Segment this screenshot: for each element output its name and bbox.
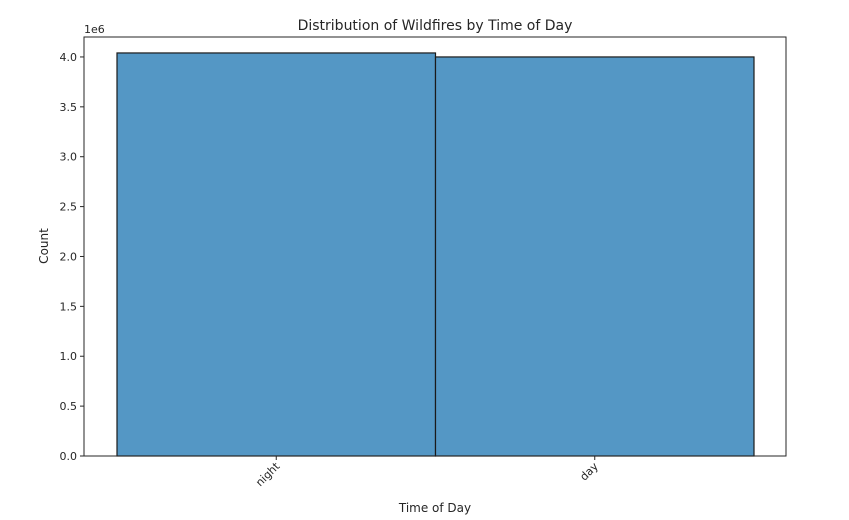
y-tick-label: 2.0	[60, 250, 78, 263]
y-tick-label: 3.5	[60, 101, 78, 114]
bar-night	[116, 52, 437, 457]
x-tick-label-night: night	[253, 459, 283, 489]
x-axis-label: Time of Day	[398, 501, 471, 515]
plot-frame	[83, 36, 787, 457]
y-tick-label: 3.0	[60, 151, 78, 164]
bar-day	[434, 56, 755, 457]
y-axis-label: Count	[37, 228, 51, 264]
y-tick-label: 1.5	[60, 300, 78, 313]
chart-title: Distribution of Wildfires by Time of Day	[298, 18, 573, 34]
y-tick-label: 1.0	[60, 350, 78, 363]
y-tick-label: 0.5	[60, 400, 78, 413]
y-axis-ticks: 0.0 0.5 1.0 1.5 2.0 2.5 3.0 3.5 4.0	[60, 51, 84, 463]
y-tick-label: 2.5	[60, 201, 78, 214]
x-tick-label-day: day	[577, 460, 601, 484]
y-offset-text: 1e6	[84, 23, 105, 36]
x-axis-ticks: night day	[253, 456, 601, 489]
y-tick-label: 4.0	[60, 51, 78, 64]
bars-group	[116, 52, 755, 457]
y-tick-label: 0.0	[60, 450, 78, 463]
